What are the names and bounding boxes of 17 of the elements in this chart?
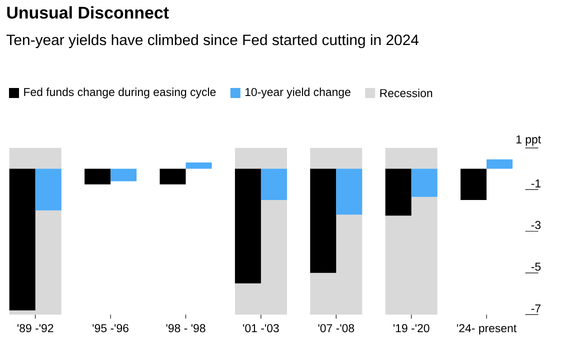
legend-label: Recession — [380, 88, 432, 98]
x-tick-label: '07 -'08 — [318, 324, 354, 332]
legend-label: 10-year yield change — [245, 88, 350, 98]
chart-title: Unusual Disconnect — [7, 6, 169, 19]
x-tick-label: '19 -'20 — [394, 324, 430, 332]
y-tick-label: -1 — [531, 180, 541, 188]
legend-label: Fed funds change during easing cycle — [24, 88, 216, 98]
y-tick-label: -3 — [531, 221, 541, 230]
y-tick-label: 1 ppt — [516, 136, 541, 146]
y-tick-label: -7 — [531, 304, 540, 312]
x-tick-label: '01 -'03 — [243, 324, 279, 332]
x-tick-label: '95 -'96 — [92, 324, 128, 332]
x-tick-label: '24- present — [457, 324, 517, 335]
x-tick-label: '89 -'92 — [18, 324, 54, 332]
x-tick-label: '98 - '98 — [166, 324, 206, 332]
chart-subtitle: Ten-year yields have climbed since Fed started cutting in 2024 — [6, 34, 419, 48]
y-tick-label: -5 — [531, 262, 541, 271]
